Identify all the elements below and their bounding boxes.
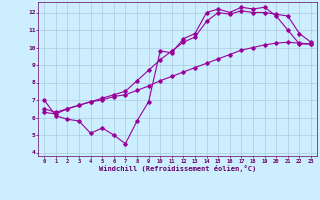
X-axis label: Windchill (Refroidissement éolien,°C): Windchill (Refroidissement éolien,°C) bbox=[99, 165, 256, 172]
